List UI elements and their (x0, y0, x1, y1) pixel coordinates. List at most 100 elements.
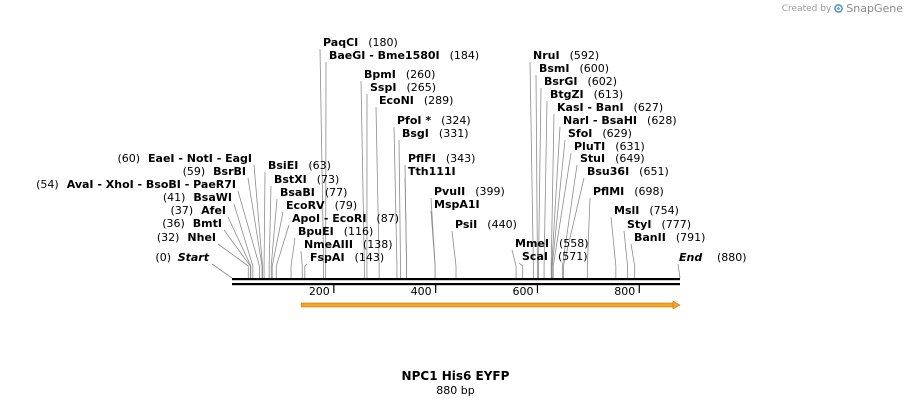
feature-bar[interactable] (300, 302, 675, 308)
enzyme-name: EcoRV (286, 199, 325, 212)
enzyme-name: BpuEI (298, 225, 334, 238)
enzyme-name: NmeAIII (304, 238, 353, 251)
site-paqci[interactable]: PaqCI (180) (323, 36, 398, 49)
ruler-ticks: 200 400 600 800 (309, 285, 640, 298)
enzyme-name: PvuII (434, 185, 465, 198)
sequence-backbone (232, 278, 680, 286)
credit-brand: SnapGene (846, 2, 903, 15)
site-pvuii[interactable]: PvuII (399) (434, 185, 505, 198)
site-pflfi[interactable]: PflFI (343) (408, 152, 475, 165)
site-msli[interactable]: MslI (754) (614, 204, 679, 217)
enzyme-position: (54) (36, 178, 59, 191)
site-bsiei[interactable]: BsiEI (63) (268, 159, 331, 172)
leader-line (263, 171, 266, 278)
enzyme-name: MmeI (515, 237, 549, 250)
leader-line (404, 177, 408, 278)
site-stui[interactable]: StuI (649) (580, 152, 645, 165)
site-tth111i[interactable]: Tth111I (408, 165, 456, 178)
top-strand (232, 278, 680, 281)
enzyme-name: BaeGI - Bme1580I (329, 49, 440, 62)
site-eaei[interactable]: EaeI - NotI - EagI (60) (117, 152, 252, 165)
leader-line (319, 48, 325, 278)
end-leader (677, 263, 681, 279)
leader-line (233, 203, 254, 278)
enzyme-name: BmtI (193, 217, 222, 230)
enzyme-position: (79) (335, 199, 358, 212)
start-leader (211, 263, 233, 279)
site-bsrbi[interactable]: BsrBI (59) (183, 165, 246, 178)
site-styi[interactable]: StyI (777) (627, 218, 691, 231)
site-bsgi[interactable]: BsgI (331) (402, 127, 469, 140)
enzyme-position: (558) (559, 237, 589, 250)
leader-line (300, 250, 303, 278)
site-fspai[interactable]: FspAI (143) (310, 251, 384, 264)
site-nari[interactable]: NarI - BsaHI (628) (563, 114, 677, 127)
site-bsmi[interactable]: BsmI (600) (539, 62, 609, 75)
site-bpuei[interactable]: BpuEI (116) (298, 225, 373, 238)
enzyme-position: (37) (171, 204, 194, 217)
site-ecorv[interactable]: EcoRV (79) (286, 199, 357, 212)
enzyme-position: (628) (647, 114, 677, 127)
site-sspi[interactable]: SspI (265) (370, 81, 436, 94)
enzyme-position: (60) (117, 152, 140, 165)
site-banii[interactable]: BanII (791) (634, 231, 705, 244)
site-mspa1i[interactable]: MspA1I (434, 198, 480, 211)
site-nrui[interactable]: NruI (592) (533, 49, 599, 62)
site-baegi[interactable]: BaeGI - Bme1580I (184) (329, 49, 479, 62)
enzyme-position: (592) (570, 49, 600, 62)
site-bsu36i[interactable]: Bsu36I (651) (587, 165, 669, 178)
enzyme-name: BsrBI (213, 165, 246, 178)
site-bsrgi[interactable]: BsrGI (602) (544, 75, 617, 88)
site-pluti[interactable]: PluTI (631) (574, 140, 645, 153)
leader-line (227, 216, 252, 278)
tick-label: 600 (512, 285, 533, 298)
sequence-length: 880 bp (436, 384, 475, 397)
enzyme-name: PaqCI (323, 36, 358, 49)
enzyme-position: (180) (368, 36, 398, 49)
site-avai[interactable]: AvaI - XhoI - BsoBI - PaeR7I (54) (36, 178, 236, 191)
tick-label: 400 (411, 285, 432, 298)
enzyme-position: (324) (441, 114, 471, 127)
enzyme-position: (32) (157, 231, 180, 244)
site-pflmi[interactable]: PflMI (698) (593, 185, 664, 198)
enzyme-name: SspI (370, 81, 396, 94)
site-bsabi[interactable]: BsaBI (77) (280, 186, 347, 199)
leader-line (552, 152, 572, 278)
enzyme-position: (138) (363, 238, 393, 251)
leader-line (247, 177, 263, 278)
site-bmti[interactable]: BmtI (36) (162, 217, 222, 230)
enzyme-name: BsaWI (193, 191, 232, 204)
site-afei[interactable]: AfeI (37) (171, 204, 226, 217)
site-nmeaiii[interactable]: NmeAIII (138) (304, 238, 393, 251)
enzyme-position: (59) (183, 165, 206, 178)
enzyme-name: StuI (580, 152, 605, 165)
leader-line (623, 230, 628, 278)
site-btgzi[interactable]: BtgZI (613) (550, 88, 623, 101)
leader-line (271, 211, 284, 278)
leader-line (430, 210, 436, 278)
site-bsawi[interactable]: BsaWI (41) (163, 191, 232, 204)
leader-line (237, 190, 260, 278)
site-psii[interactable]: PsiI (440) (455, 218, 517, 231)
enzyme-name: BsrGI (544, 75, 577, 88)
site-apoi[interactable]: ApoI - EcoRI (87) (292, 212, 399, 225)
site-mmei[interactable]: MmeI (558) (515, 237, 589, 250)
enzyme-position: (265) (406, 81, 436, 94)
enzyme-position: (791) (676, 231, 706, 244)
leader-lines (211, 48, 681, 279)
feature-track (300, 300, 681, 310)
leader-line (529, 61, 534, 278)
site-labels: PaqCI (180)BaeGI - Bme1580I (184) BpmI (260)… (36, 36, 746, 264)
site-nhei[interactable]: NheI (32) (157, 231, 216, 244)
tick-label: 200 (309, 285, 330, 298)
site-bpmi[interactable]: BpmI (260) (364, 68, 435, 81)
site-bstxi[interactable]: BstXI (73) (274, 173, 339, 186)
enzyme-position: (331) (439, 127, 469, 140)
site-kasi[interactable]: KasI - BanI (627) (557, 101, 663, 114)
site-scai[interactable]: ScaI (571) (522, 250, 588, 263)
site-sfoi[interactable]: SfoI (629) (568, 127, 632, 140)
leader-line (543, 100, 548, 278)
site-econi[interactable]: EcoNI (289) (379, 94, 453, 107)
enzyme-position: (143) (355, 251, 385, 264)
site-pfoi[interactable]: PfoI * (324) (397, 114, 471, 127)
